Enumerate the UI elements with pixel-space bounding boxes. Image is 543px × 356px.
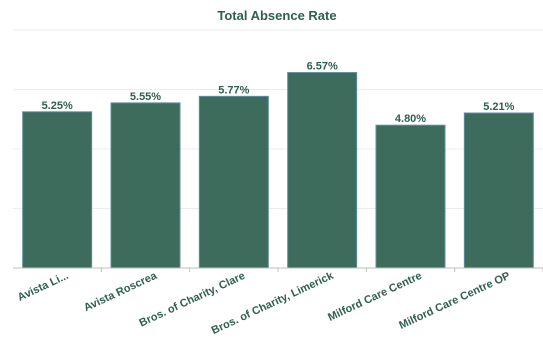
data-label: 5.25% xyxy=(42,100,73,112)
data-label: 6.57% xyxy=(307,61,338,73)
bar xyxy=(287,72,358,269)
bar xyxy=(110,102,181,269)
x-tick-label: Avista Roscrea xyxy=(82,269,160,314)
bar xyxy=(463,112,534,269)
bars xyxy=(22,72,534,269)
data-labels: 5.25% 5.55% 5.77% 6.57% 4.80% 5.21% xyxy=(42,61,515,126)
data-label: 5.21% xyxy=(483,101,514,113)
bar xyxy=(375,124,446,269)
data-label: 4.80% xyxy=(395,113,426,125)
chart-title: Total Absence Rate xyxy=(217,8,336,23)
x-tick-label: Avista Li... xyxy=(16,270,71,304)
data-label: 5.55% xyxy=(130,91,161,103)
bar xyxy=(22,111,93,269)
data-label: 5.77% xyxy=(218,84,249,96)
bar xyxy=(198,95,269,269)
gridlines xyxy=(13,29,543,209)
